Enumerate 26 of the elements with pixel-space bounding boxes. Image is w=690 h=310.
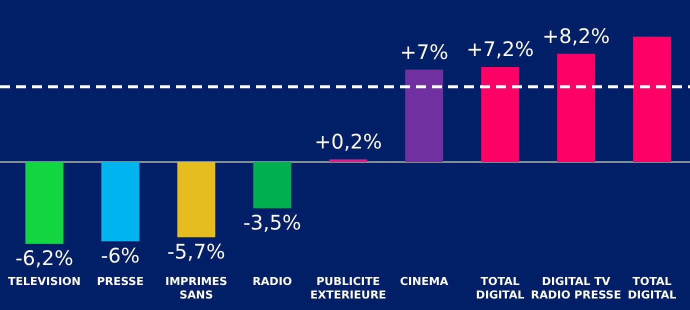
data-label: +8,2% — [542, 24, 610, 48]
data-label: -6% — [100, 243, 140, 268]
x-tick-label: DIGITAL TV RADIO PRESSE — [530, 275, 622, 302]
bar — [253, 162, 292, 208]
x-tick-label: TOTAL DIGITAL — [628, 275, 676, 302]
bar — [557, 54, 596, 162]
data-label: +0,2% — [314, 130, 382, 154]
x-tick-label: TELEVISION — [8, 275, 81, 288]
data-label: +7,2% — [466, 37, 534, 62]
x-tick-label: PUBLICITE EXTERIEURE — [310, 275, 386, 302]
data-label: -6,2% — [15, 246, 74, 270]
data-label: +7% — [400, 40, 448, 64]
x-tick-label: TOTAL DIGITAL — [476, 275, 524, 302]
bar — [481, 66, 520, 162]
bar — [633, 36, 672, 162]
bar — [101, 162, 140, 242]
data-label: -3,5% — [243, 210, 302, 234]
x-tick-label: PRESSE — [96, 275, 144, 288]
bar — [25, 162, 64, 244]
bar — [405, 70, 444, 162]
x-tick-label: RADIO — [252, 275, 292, 288]
x-tick-label: CINEMA — [400, 275, 449, 288]
bar — [177, 162, 216, 238]
x-tick-label: IMPRIMES SANS — [165, 275, 228, 302]
data-label: -5,7% — [167, 239, 226, 264]
bar — [329, 159, 368, 162]
